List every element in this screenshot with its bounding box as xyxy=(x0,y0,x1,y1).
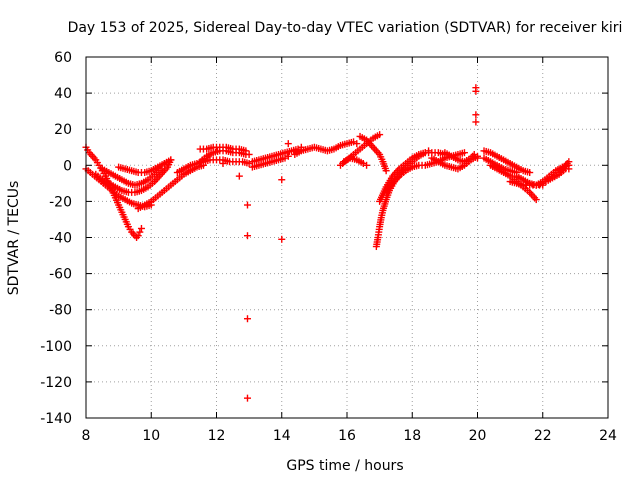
data-point xyxy=(460,149,468,157)
data-point xyxy=(278,176,286,184)
data-point xyxy=(136,228,144,236)
x-tick-label: 12 xyxy=(208,428,226,444)
data-point xyxy=(235,172,243,180)
x-tick-label: 20 xyxy=(469,428,487,444)
y-tick-label: -140 xyxy=(40,411,72,427)
y-tick-label: -40 xyxy=(49,231,72,247)
y-tick-label: 60 xyxy=(54,50,72,66)
data-point xyxy=(532,196,540,204)
y-tick-label: -100 xyxy=(40,339,72,355)
data-point xyxy=(472,87,480,95)
data-point xyxy=(219,159,227,167)
data-point xyxy=(470,150,478,158)
data-point xyxy=(243,394,251,402)
x-tick-label: 14 xyxy=(273,428,291,444)
y-tick-label: 0 xyxy=(63,158,72,174)
data-point xyxy=(472,118,480,126)
data-point xyxy=(284,140,292,148)
data-point xyxy=(245,150,253,158)
x-tick-label: 18 xyxy=(403,428,421,444)
data-point xyxy=(474,154,481,162)
data-point xyxy=(243,201,251,209)
x-tick-label: 10 xyxy=(142,428,160,444)
x-tick-label: 22 xyxy=(534,428,552,444)
data-point xyxy=(167,156,175,164)
data-point xyxy=(278,235,286,243)
data-point xyxy=(243,315,251,323)
data-point xyxy=(242,147,250,155)
x-axis-label: GPS time / hours xyxy=(286,458,403,474)
tick-labels: 8 10 12 14 16 18 20 22 24 -140 -120 -100 -80 -60 -40 -2… xyxy=(40,50,617,444)
data-point xyxy=(134,232,142,240)
data-point xyxy=(565,165,573,173)
data-point xyxy=(284,152,292,160)
data-point xyxy=(526,169,534,177)
y-tick-label: -60 xyxy=(49,267,72,283)
x-tick-label: 24 xyxy=(599,428,617,444)
data-point xyxy=(243,232,251,240)
plot-border xyxy=(85,56,609,419)
y-tick-label: -80 xyxy=(49,303,72,319)
data-point xyxy=(565,158,573,166)
data-point xyxy=(376,131,384,139)
data-point xyxy=(353,140,361,148)
y-tick-label: 40 xyxy=(54,86,72,102)
x-tick-label: 16 xyxy=(338,428,356,444)
chart-title: Day 153 of 2025, Sidereal Day-to-day VTE… xyxy=(68,20,623,36)
data-point xyxy=(137,224,145,232)
data-point xyxy=(472,111,480,119)
y-tick-label: -120 xyxy=(40,375,72,391)
data-point xyxy=(363,161,371,169)
x-tick-label: 8 xyxy=(82,428,91,444)
y-axis-label: SDTVAR / TECUs xyxy=(6,181,22,296)
y-tick-label: 20 xyxy=(54,122,72,138)
data-points xyxy=(82,84,573,402)
y-tick-label: -20 xyxy=(49,194,72,210)
data-point xyxy=(382,167,390,175)
